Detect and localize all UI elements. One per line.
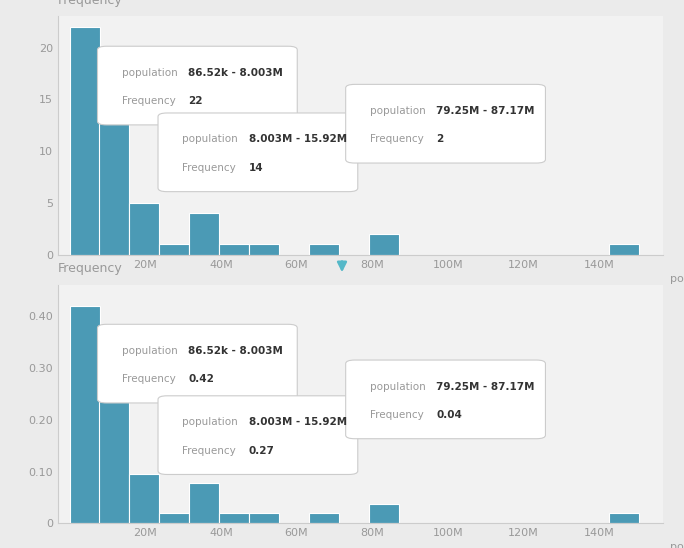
Bar — [609, 513, 639, 523]
Text: 2: 2 — [436, 134, 444, 145]
Bar — [70, 27, 100, 255]
Text: 14: 14 — [249, 163, 263, 173]
Bar — [369, 234, 399, 255]
Bar — [309, 244, 339, 255]
Text: 86.52k - 8.003M: 86.52k - 8.003M — [188, 346, 283, 356]
Bar — [99, 110, 129, 255]
Text: 86.52k - 8.003M: 86.52k - 8.003M — [188, 68, 283, 78]
Text: 0.04: 0.04 — [436, 410, 462, 420]
Text: population: population — [370, 106, 425, 116]
Bar — [609, 244, 639, 255]
Text: 79.25M - 87.17M: 79.25M - 87.17M — [436, 106, 535, 116]
Bar — [159, 244, 189, 255]
Text: 8.003M - 15.92M: 8.003M - 15.92M — [249, 134, 347, 145]
Bar — [129, 203, 159, 255]
Bar — [99, 384, 129, 523]
Text: population: population — [370, 381, 425, 391]
Bar — [309, 513, 339, 523]
Text: population: population — [670, 543, 684, 548]
Text: Frequency: Frequency — [370, 410, 423, 420]
Text: population: population — [670, 274, 684, 284]
FancyBboxPatch shape — [158, 113, 358, 192]
Bar — [129, 473, 159, 523]
Bar — [189, 213, 220, 255]
Bar — [369, 504, 399, 523]
FancyBboxPatch shape — [345, 360, 545, 439]
FancyBboxPatch shape — [158, 396, 358, 475]
FancyBboxPatch shape — [98, 324, 298, 403]
Text: population: population — [122, 346, 177, 356]
FancyBboxPatch shape — [98, 46, 298, 125]
Text: Frequency: Frequency — [182, 163, 236, 173]
Text: 22: 22 — [188, 96, 202, 106]
Bar — [220, 513, 249, 523]
Bar — [159, 513, 189, 523]
Text: 0.42: 0.42 — [188, 374, 214, 384]
Bar — [70, 306, 100, 523]
FancyBboxPatch shape — [345, 84, 545, 163]
Text: Frequency: Frequency — [58, 262, 123, 276]
Text: 79.25M - 87.17M: 79.25M - 87.17M — [436, 381, 535, 391]
Text: 0.27: 0.27 — [249, 446, 275, 456]
Text: population: population — [182, 134, 238, 145]
Text: population: population — [122, 68, 177, 78]
Text: Frequency: Frequency — [122, 374, 176, 384]
Bar — [249, 244, 279, 255]
Text: Frequency: Frequency — [122, 96, 176, 106]
Bar — [220, 244, 249, 255]
Text: Frequency: Frequency — [370, 134, 423, 145]
Bar — [189, 483, 220, 523]
Text: population: population — [182, 417, 238, 427]
Text: Frequency: Frequency — [58, 0, 123, 7]
Bar — [249, 513, 279, 523]
Text: Frequency: Frequency — [182, 446, 236, 456]
Text: 8.003M - 15.92M: 8.003M - 15.92M — [249, 417, 347, 427]
